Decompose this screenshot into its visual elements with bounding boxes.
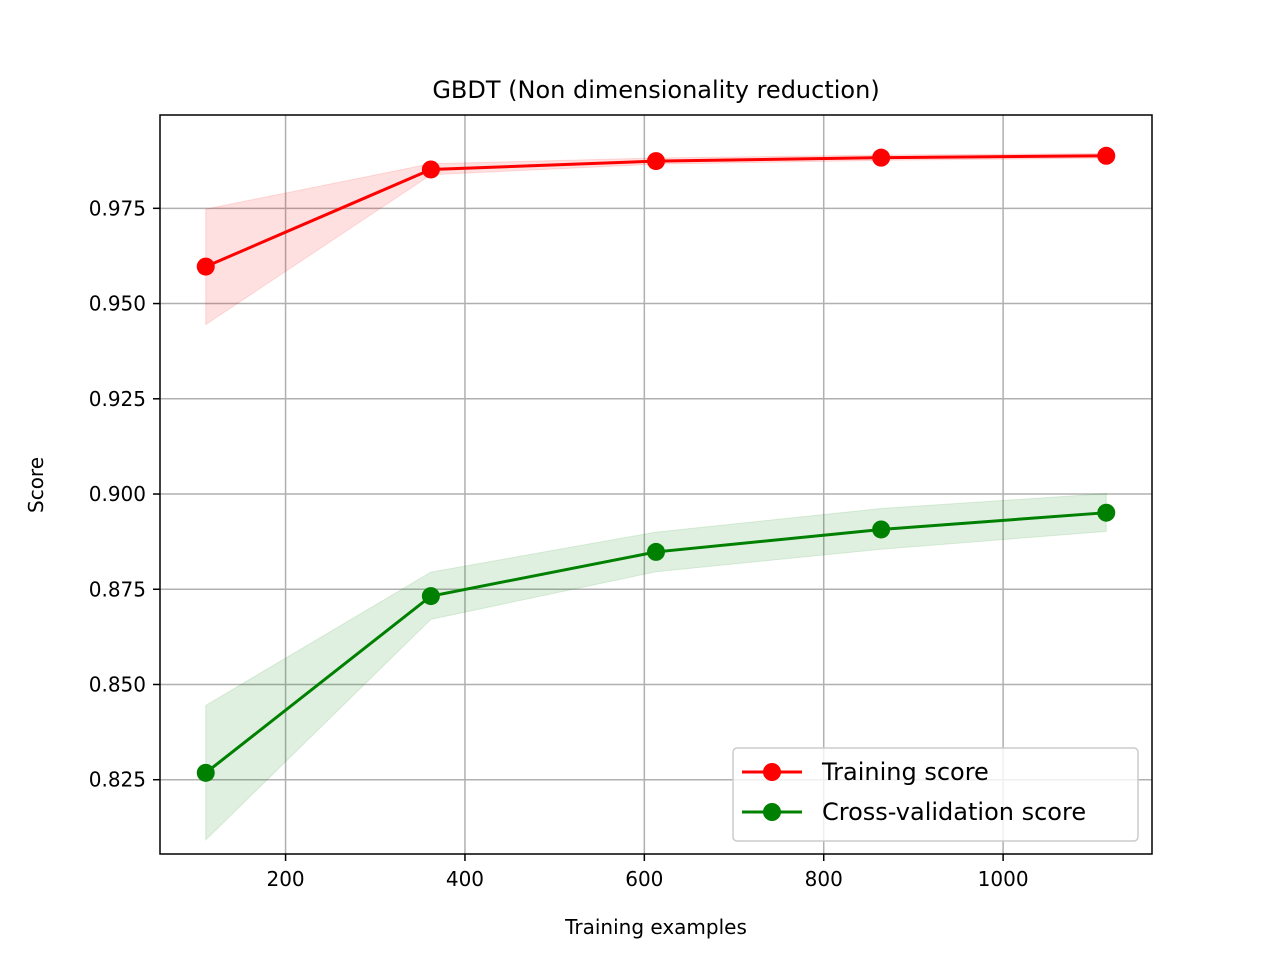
legend-swatch-marker bbox=[763, 763, 781, 781]
plot-area-frame bbox=[159, 114, 1153, 855]
y-tick-label: 0.950 bbox=[89, 292, 146, 316]
legend-label: Cross-validation score bbox=[822, 798, 1086, 826]
y-tick-label: 0.975 bbox=[89, 196, 146, 220]
cross-validation-score-point bbox=[647, 542, 665, 561]
y-axis-ticks: 0.825 0.850 0.875 0.900 0.925 0.950 0.975 bbox=[89, 196, 160, 792]
x-tick-label: 1000 bbox=[978, 867, 1029, 891]
training-score-point bbox=[196, 257, 215, 276]
chart-title: GBDT (Non dimensionality reduction) bbox=[432, 76, 879, 104]
legend-entries: Training score Cross-validation score bbox=[742, 758, 1086, 826]
cross-validation-score-point bbox=[1097, 503, 1116, 522]
legend-swatch-marker bbox=[763, 803, 781, 821]
y-tick-label: 0.925 bbox=[89, 387, 146, 411]
y-tick-label: 0.850 bbox=[89, 672, 146, 696]
cross-validation-score-band bbox=[205, 493, 1107, 842]
cross-validation-score-point bbox=[196, 763, 215, 782]
y-tick-label: 0.875 bbox=[89, 577, 146, 601]
x-axis-label: Training examples bbox=[564, 915, 747, 939]
x-tick-label: 200 bbox=[266, 867, 304, 891]
training-score-point bbox=[1097, 146, 1116, 165]
cross-validation-score-point bbox=[421, 587, 440, 606]
grid-lines bbox=[160, 115, 1152, 854]
legend-frame bbox=[732, 747, 1139, 842]
training-score-point bbox=[647, 152, 665, 171]
x-axis-ticks: 200 400 600 800 1000 bbox=[266, 854, 1029, 891]
y-axis-label: Score bbox=[24, 457, 48, 513]
x-tick-label: 800 bbox=[805, 867, 843, 891]
training-score-point bbox=[421, 160, 440, 179]
y-tick-label: 0.825 bbox=[89, 768, 146, 792]
x-tick-label: 400 bbox=[446, 867, 484, 891]
cross-validation-score-point bbox=[872, 520, 891, 539]
y-tick-label: 0.900 bbox=[89, 482, 146, 506]
series-markers bbox=[196, 146, 1116, 782]
legend-label: Training score bbox=[821, 758, 989, 786]
x-tick-label: 600 bbox=[625, 867, 663, 891]
training-score-point bbox=[872, 148, 891, 167]
legend: Training score Cross-validation score bbox=[732, 747, 1139, 842]
